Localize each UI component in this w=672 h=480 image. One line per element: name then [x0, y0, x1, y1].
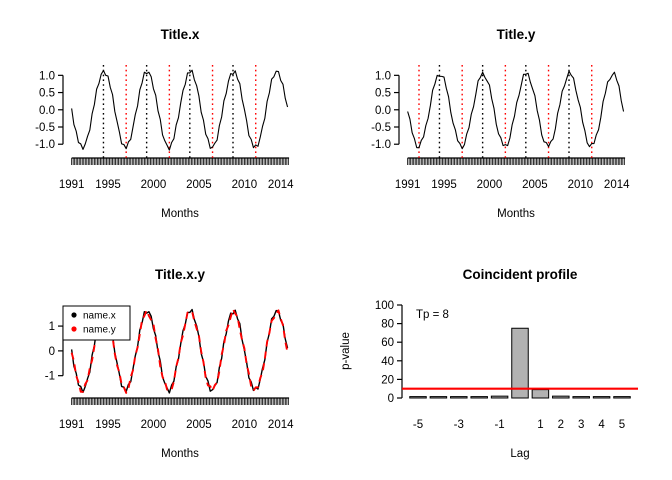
x-tick-label: 2014 — [268, 179, 294, 191]
title-y-xaxis-title: Months — [497, 208, 535, 220]
title-x-xaxis-title: Months — [161, 208, 199, 220]
title-x-plot-area: 1.0 0.5 0.0 -0.5 -1.0 1991 1995 2000 2005 2010 201… — [35, 65, 294, 191]
coincident-profile-panel-title: Coincident profile — [463, 267, 578, 282]
y-tick-label: 0 — [388, 393, 394, 405]
x-tick-label: 5 — [619, 419, 625, 431]
x-tick-label: 1991 — [395, 179, 421, 191]
y-tick-label: 0 — [49, 346, 55, 358]
panel-coincident-profile: 0 20 40 60 80 100 -5 -3 -1 1 2 3 4 5 Coincident profi… — [336, 240, 672, 480]
x-tick-label: 1995 — [95, 419, 121, 431]
series-line-name.y — [70, 308, 289, 394]
panel-title-x: 1.0 0.5 0.0 -0.5 -1.0 1991 1995 2000 2005 2010 201… — [0, 0, 336, 240]
y-tick-label: 1.0 — [375, 70, 391, 82]
title-x-y-chart: 1 0 -1 1991 1995 2000 2005 2010 2014 name.x name.y… — [45, 267, 294, 460]
x-tick-label: 4 — [598, 419, 605, 431]
legend-marker-name.y — [71, 326, 77, 332]
x-tick-label: 2014 — [604, 179, 630, 191]
x-tick-label: 2000 — [141, 179, 167, 191]
panel-title-x-y: 1 0 -1 1991 1995 2000 2005 2010 2014 name.x name.y… — [0, 240, 336, 480]
y-tick-label: -1.0 — [35, 139, 55, 151]
x-tick-label: 2010 — [232, 179, 258, 191]
x-tick-label: 2005 — [186, 179, 212, 191]
pvalue-bar-lag-0 — [511, 327, 529, 399]
title-y-plot-area: 1.0 0.5 0.0 -0.5 -1.0 1991 1995 2000 2005 2010 201… — [371, 65, 630, 191]
x-tick-label: 1995 — [431, 179, 457, 191]
legend: name.x name.y — [62, 305, 131, 341]
pvalue-bar-lag-1 — [531, 389, 550, 399]
pvalue-bar-lag-4 — [592, 396, 611, 399]
y-axis: 1.0 0.5 0.0 -0.5 -1.0 — [35, 70, 64, 151]
x-tick-label: 2014 — [268, 419, 294, 431]
y-tick-label: 0.5 — [375, 88, 391, 100]
title-x-chart: 1.0 0.5 0.0 -0.5 -1.0 1991 1995 2000 2005 2010 201… — [35, 27, 294, 220]
x-tick-label: 2010 — [232, 419, 258, 431]
pvalue-bar-lag-5 — [613, 396, 631, 399]
coincident-profile-chart: 0 20 40 60 80 100 -5 -3 -1 1 2 3 4 5 Coincident profi… — [340, 267, 638, 460]
y-axis: 1 0 -1 — [45, 321, 64, 383]
y-tick-label: -1.0 — [371, 139, 391, 151]
pvalue-bar-lag-3 — [572, 396, 590, 399]
x-tick-label: 2010 — [568, 179, 594, 191]
legend-label: name.y — [83, 325, 116, 336]
y-tick-label: 1 — [49, 321, 55, 333]
x-tick-label: 3 — [578, 419, 584, 431]
x-tick-label: 2005 — [522, 179, 548, 191]
pvalue-bar-lag--4 — [429, 396, 448, 399]
y-tick-label: 20 — [381, 374, 394, 386]
x-tick-label: 1991 — [59, 419, 85, 431]
tp-annotation: Tp = 8 — [416, 309, 449, 321]
coincident-profile-yaxis-title: p-value — [340, 332, 352, 370]
x-axis: 1991 1995 2000 2005 2010 2014 — [395, 157, 630, 191]
coincident-profile-plot-area: 0 20 40 60 80 100 -5 -3 -1 1 2 3 4 5 — [375, 300, 638, 431]
y-tick-label: 0.0 — [375, 105, 391, 117]
coincident-profile-xaxis-title: Lag — [510, 448, 529, 460]
legend-box — [62, 305, 131, 341]
y-tick-label: 1.0 — [39, 70, 55, 82]
y-tick-label: 0.0 — [39, 105, 55, 117]
pvalue-bar-lag--5 — [409, 396, 427, 399]
series-line-y — [407, 70, 625, 150]
x-tick-label: -5 — [413, 419, 423, 431]
x-tick-label: 1995 — [95, 179, 121, 191]
x-tick-label: 2005 — [186, 419, 212, 431]
x-axis: 1991 1995 2000 2005 2010 2014 — [59, 157, 294, 191]
y-tick-label: -1 — [45, 371, 55, 383]
pvalue-bar-lag-2 — [552, 395, 570, 399]
x-tick-label: -3 — [454, 419, 464, 431]
pvalue-bar-lag--1 — [490, 395, 509, 399]
title-x-y-panel-title: Title.x.y — [155, 267, 206, 282]
title-x-panel-title: Title.x — [161, 27, 200, 42]
y-tick-label: 40 — [381, 356, 394, 368]
pvalue-bar-lag--2 — [470, 396, 488, 399]
x-axis: 1991 1995 2000 2005 2010 2014 — [59, 397, 294, 431]
y-tick-label: -0.5 — [35, 122, 55, 134]
title-x-y-plot-area: 1 0 -1 1991 1995 2000 2005 2010 2014 name.x name.y — [45, 305, 294, 431]
y-tick-label: 60 — [381, 337, 394, 349]
x-tick-label: 2000 — [141, 419, 167, 431]
x-tick-label: -1 — [494, 419, 504, 431]
title-y-chart: 1.0 0.5 0.0 -0.5 -1.0 1991 1995 2000 2005 2010 201… — [371, 27, 630, 220]
x-tick-label: 1 — [537, 419, 543, 431]
y-tick-label: 0.5 — [39, 88, 55, 100]
pvalue-bar-lag--3 — [450, 396, 468, 399]
y-tick-label: 80 — [381, 319, 394, 331]
x-tick-label: 2000 — [477, 179, 503, 191]
x-tick-label: 1991 — [59, 179, 85, 191]
x-tick-label: 2 — [558, 419, 564, 431]
y-tick-label: 100 — [375, 300, 394, 312]
series-line-x — [71, 69, 289, 151]
y-tick-label: -0.5 — [371, 122, 391, 134]
legend-label: name.x — [83, 311, 116, 322]
y-axis: 0 20 40 60 80 100 — [375, 300, 403, 405]
title-x-y-xaxis-title: Months — [161, 448, 199, 460]
legend-marker-name.x — [71, 312, 77, 318]
y-axis: 1.0 0.5 0.0 -0.5 -1.0 — [371, 70, 400, 151]
title-y-panel-title: Title.y — [497, 27, 536, 42]
panel-title-y: 1.0 0.5 0.0 -0.5 -1.0 1991 1995 2000 2005 2010 201… — [336, 0, 672, 240]
